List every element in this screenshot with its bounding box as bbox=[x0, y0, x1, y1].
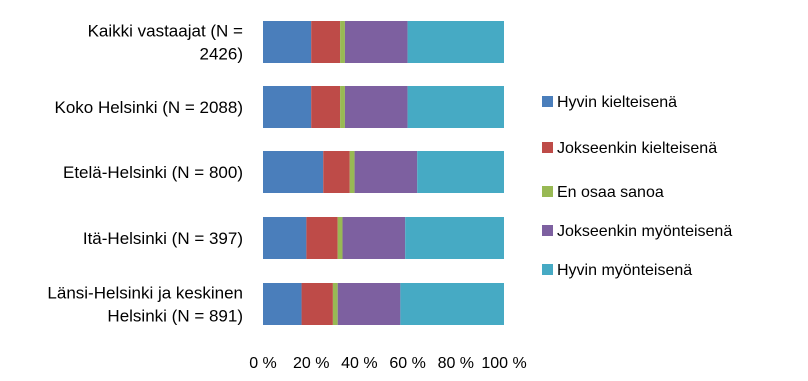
legend-label-5: Hyvin myönteisenä bbox=[557, 262, 692, 279]
bar-segment-5-4 bbox=[337, 283, 401, 325]
bar-segment-2-4 bbox=[344, 86, 408, 128]
bar-segment-2-2 bbox=[311, 86, 341, 128]
bar-segment-3-3 bbox=[349, 151, 355, 193]
bar-segment-4-5 bbox=[405, 217, 504, 259]
category-label-3: Etelä-Helsinki (N = 800) bbox=[63, 163, 243, 182]
category-label-2: Koko Helsinki (N = 2088) bbox=[54, 98, 243, 117]
bars-group bbox=[263, 21, 504, 325]
bar-segment-2-5 bbox=[407, 86, 504, 128]
bar-segment-3-1 bbox=[263, 151, 324, 193]
bar-segment-3-5 bbox=[417, 151, 504, 193]
legend: Hyvin kielteisenä Jokseenkin kielteisenä E… bbox=[542, 94, 732, 279]
category-label-1-line-1: Kaikki vastaajat (N = bbox=[88, 22, 243, 41]
bar-segment-4-3 bbox=[337, 217, 343, 259]
legend-label-4: Jokseenkin myönteisenä bbox=[557, 223, 732, 240]
legend-swatch-3 bbox=[542, 186, 553, 197]
x-tick-label-3: 40 % bbox=[341, 355, 377, 372]
bar-segment-1-5 bbox=[407, 21, 504, 63]
x-tick-label-6: 100 % bbox=[481, 355, 526, 372]
bar-segment-1-4 bbox=[344, 21, 408, 63]
bar-segment-3-4 bbox=[354, 151, 418, 193]
bar-segment-1-2 bbox=[311, 21, 341, 63]
bar-segment-4-4 bbox=[342, 217, 406, 259]
bar-segment-2-3 bbox=[340, 86, 345, 128]
bar-segment-5-1 bbox=[263, 283, 302, 325]
legend-swatch-2 bbox=[542, 142, 553, 153]
x-tick-label-2: 20 % bbox=[293, 355, 329, 372]
category-label-5-line-2: Helsinki (N = 891) bbox=[107, 307, 243, 326]
bar-segment-4-2 bbox=[306, 217, 338, 259]
x-tick-label-1: 0 % bbox=[249, 355, 277, 372]
category-label-4: Itä-Helsinki (N = 397) bbox=[83, 229, 243, 248]
legend-label-3: En osaa sanoa bbox=[557, 184, 664, 201]
x-tick-label-5: 80 % bbox=[438, 355, 474, 372]
bar-segment-2-1 bbox=[263, 86, 312, 128]
legend-swatch-5 bbox=[542, 264, 553, 275]
bar-segment-5-3 bbox=[332, 283, 338, 325]
bar-segment-5-5 bbox=[400, 283, 504, 325]
bar-segment-4-1 bbox=[263, 217, 307, 259]
category-labels: Kaikki vastaajat (N = 2426) Koko Helsinki … bbox=[47, 22, 243, 326]
legend-swatch-1 bbox=[542, 96, 553, 107]
bar-segment-3-2 bbox=[323, 151, 350, 193]
legend-swatch-4 bbox=[542, 225, 553, 236]
legend-label-2: Jokseenkin kielteisenä bbox=[557, 140, 717, 157]
category-label-1-line-2: 2426) bbox=[200, 45, 243, 64]
bar-segment-5-2 bbox=[301, 283, 333, 325]
legend-label-1: Hyvin kielteisenä bbox=[557, 94, 677, 111]
bar-segment-1-3 bbox=[340, 21, 345, 63]
category-label-5-line-1: Länsi-Helsinki ja keskinen bbox=[47, 284, 243, 303]
bar-segment-1-1 bbox=[263, 21, 312, 63]
x-axis-ticks: 0 % 20 % 40 % 60 % 80 % 100 % bbox=[249, 355, 526, 372]
x-tick-label-4: 60 % bbox=[389, 355, 425, 372]
